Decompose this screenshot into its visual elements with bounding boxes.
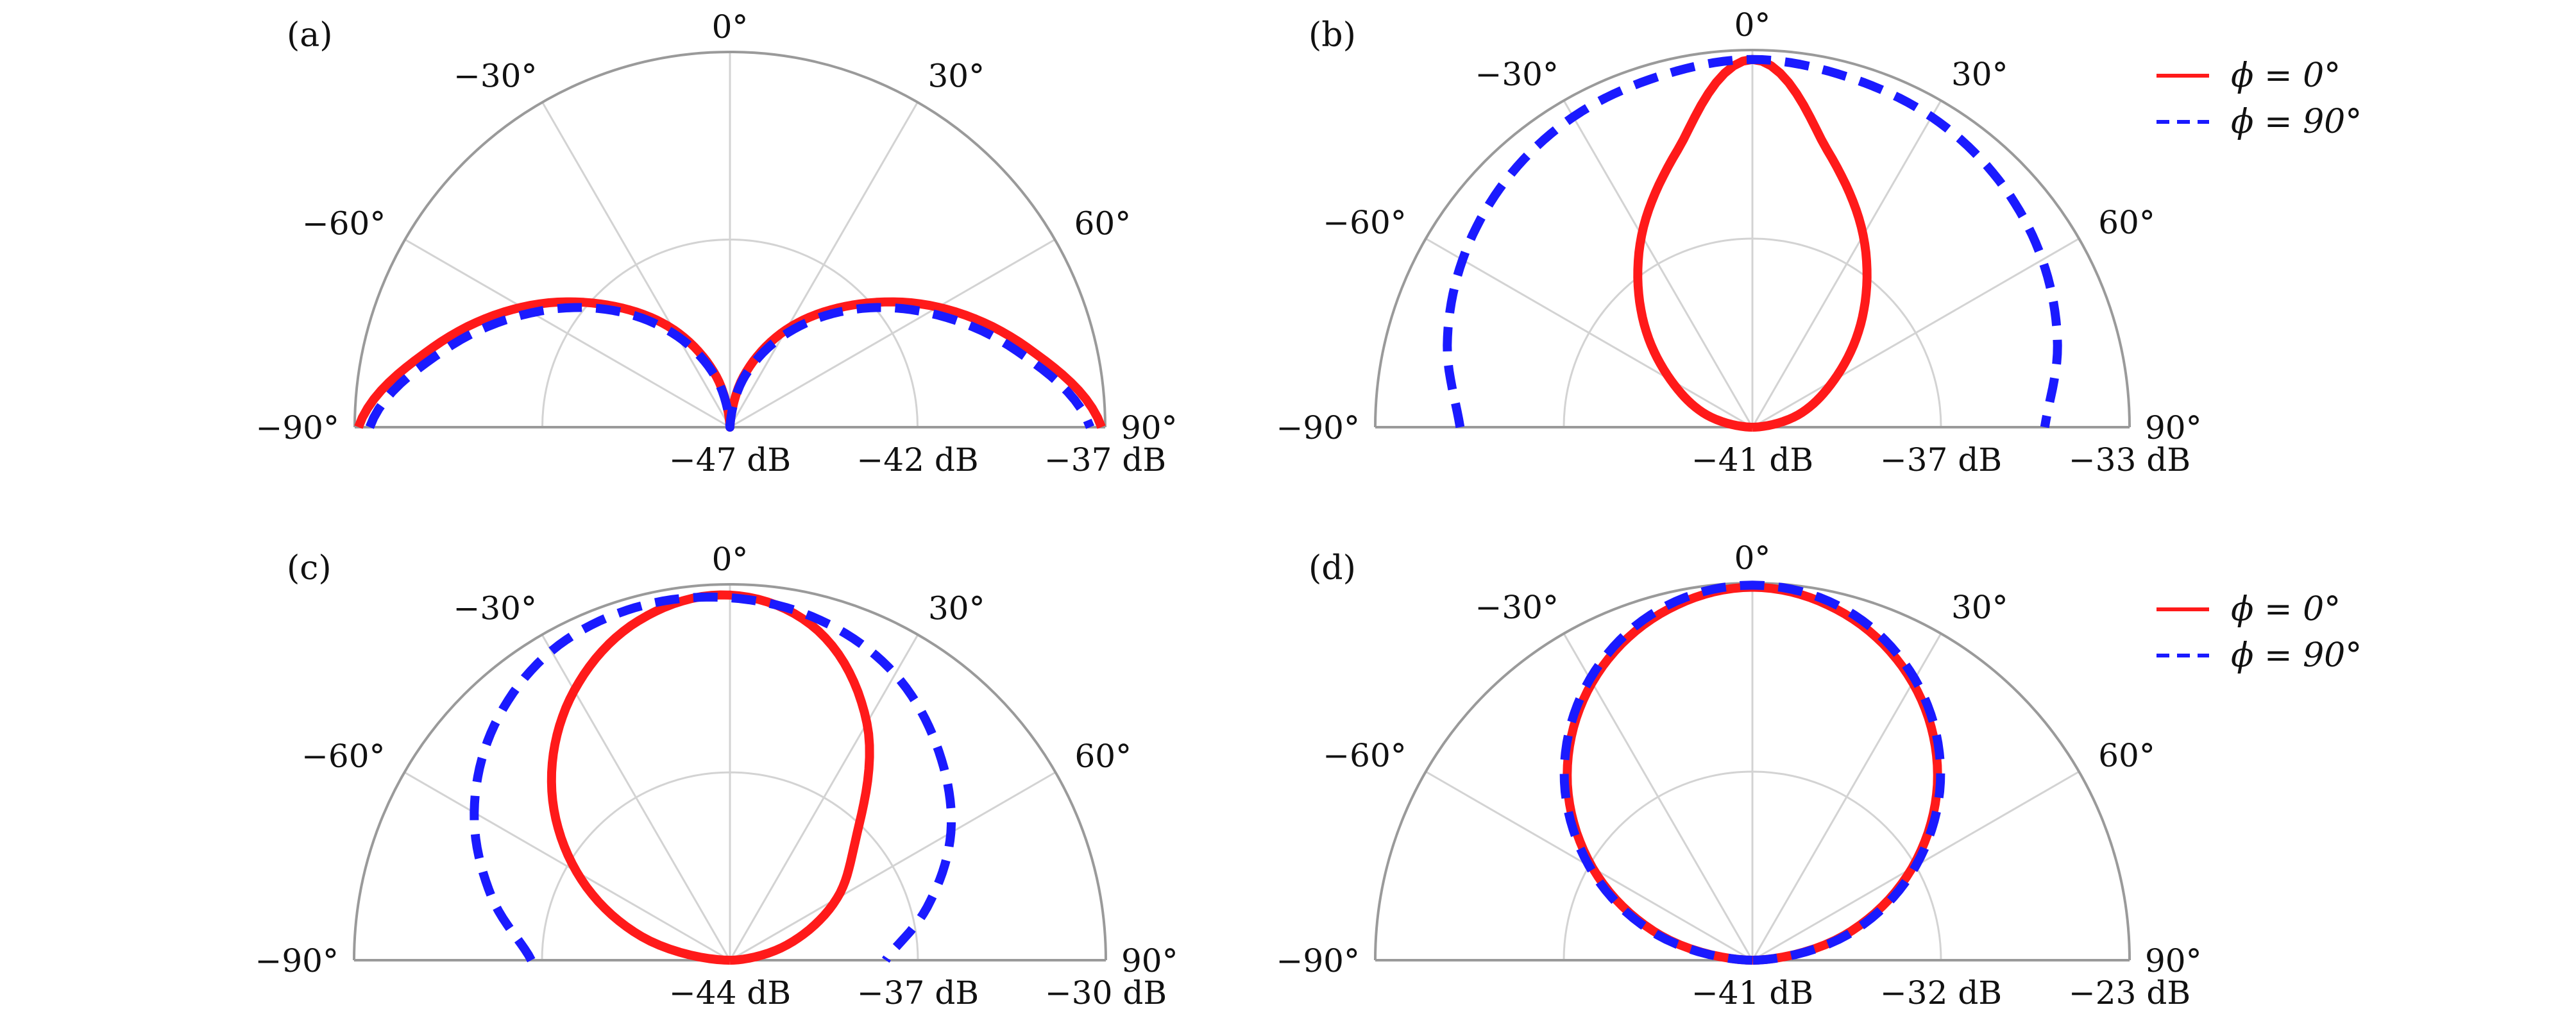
legend-entry-label: ϕ = 0° [2231, 590, 2341, 629]
r-tick-label: −47 dB [669, 441, 791, 479]
r-tick-label: −41 dB [1691, 974, 1813, 1012]
theta-tick-label: 90° [1121, 409, 1178, 446]
polar-panel-3: −90° −60° −30° 0° 30° 60° 90° −44 dB −37 dB −30 d… [255, 541, 1178, 1012]
theta-tick-label: −30° [1475, 56, 1559, 93]
theta-tick-label: 30° [928, 57, 985, 94]
r-tick-label: −33 dB [2069, 441, 2190, 479]
r-tick-label: −42 dB [856, 441, 978, 479]
theta-tick-label: −90° [255, 942, 339, 979]
theta-tick-label: −90° [1276, 942, 1360, 979]
theta-tick-label: 60° [2098, 737, 2155, 774]
r-tick-label: −37 dB [857, 974, 979, 1012]
grid-arc [1563, 770, 1942, 961]
theta-tick-label: −30° [1475, 589, 1559, 626]
panel-label: (c) [287, 549, 332, 588]
legend-entry-label: ϕ = 90° [2231, 636, 2362, 675]
r-tick-label: −44 dB [669, 974, 791, 1012]
r-tick-label: −32 dB [1880, 974, 2002, 1012]
theta-tick-label: 90° [1121, 942, 1178, 979]
theta-tick-label: 60° [1074, 738, 1131, 775]
theta-tick-label: 60° [1074, 205, 1131, 242]
panel-label: (a) [287, 16, 333, 55]
theta-tick-label: −60° [1323, 204, 1407, 241]
panel-label: (b) [1309, 16, 1356, 55]
series-phi-0-curve [547, 590, 874, 965]
series-phi-90-curve [1443, 55, 2062, 428]
theta-tick-label: 90° [2145, 409, 2202, 446]
theta-tick-label: 0° [712, 8, 749, 46]
grid-arc [541, 239, 919, 428]
legend-entry-label: ϕ = 0° [2231, 56, 2341, 95]
polar-panel-4: −90° −60° −30° 0° 30° 60° 90° −41 dB −32 dB −23 d… [1276, 539, 2201, 1012]
polar-frame-arc [353, 51, 1106, 428]
theta-tick-label: 30° [1951, 56, 2008, 93]
theta-tick-label: 60° [2098, 204, 2155, 241]
series-phi-90-curve [1559, 580, 1945, 965]
legend-entry-label: ϕ = 90° [2231, 103, 2362, 141]
series-phi-90-curve [365, 303, 1095, 432]
legend-1: ϕ = 0° ϕ = 90° [2157, 56, 2362, 141]
theta-tick-label: 30° [1951, 589, 2008, 626]
theta-tick-label: −90° [1276, 409, 1360, 446]
grid-arc [1563, 237, 1942, 428]
polar-panel-1: −90° −60° −30° 0° 30° 60° 90° −47 dB −42 dB −37 d… [255, 8, 1177, 479]
r-tick-label: −37 dB [1880, 441, 2002, 479]
theta-tick-label: −30° [453, 57, 538, 94]
theta-tick-label: −60° [301, 738, 386, 775]
r-tick-label: −41 dB [1691, 441, 1813, 479]
theta-tick-label: 0° [712, 541, 749, 578]
theta-tick-label: 90° [2145, 942, 2202, 979]
theta-tick-label: −60° [302, 205, 386, 242]
theta-tick-label: −30° [453, 590, 537, 627]
panel-label: (d) [1309, 549, 1356, 588]
r-tick-label: −30 dB [1045, 974, 1167, 1012]
r-tick-label: −23 dB [2069, 974, 2190, 1012]
theta-tick-label: 0° [1734, 539, 1771, 577]
legends-layer: ϕ = 0° ϕ = 90° ϕ = 0° ϕ = 90° [2157, 56, 2362, 675]
polar-frame-arc [353, 583, 1107, 961]
grid-arc [541, 771, 919, 961]
theta-tick-label: 0° [1734, 6, 1771, 44]
polar-frame-arc [1374, 49, 2131, 428]
polar-panel-2: −90° −60° −30° 0° 30° 60° 90° −41 dB −37 dB −33 d… [1276, 6, 2201, 479]
legend-2: ϕ = 0° ϕ = 90° [2157, 590, 2362, 675]
theta-tick-label: −90° [255, 409, 339, 446]
theta-tick-label: −60° [1323, 737, 1407, 774]
r-tick-label: −37 dB [1044, 441, 1166, 479]
panels-layer: −90° −60° −30° 0° 30° 60° 90° −47 dB −42 dB −37 d… [255, 6, 2201, 1012]
series-phi-90-curve [470, 592, 956, 963]
theta-tick-label: 30° [928, 590, 985, 627]
